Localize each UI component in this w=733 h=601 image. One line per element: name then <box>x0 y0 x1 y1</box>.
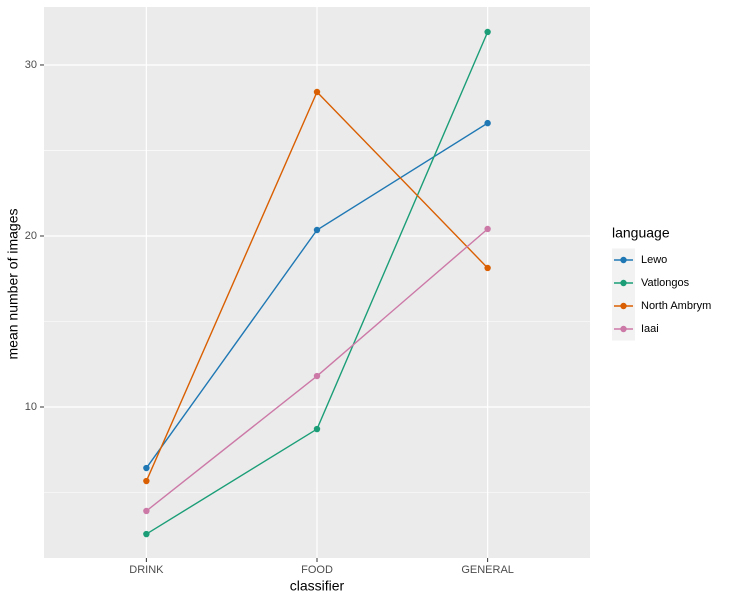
legend-label: Lewo <box>641 254 667 266</box>
x-axis-title: classifier <box>290 578 345 594</box>
point <box>143 477 150 485</box>
point <box>484 119 491 127</box>
legend-point <box>620 256 627 264</box>
y-axis-title: mean number of images <box>5 209 21 360</box>
legend-point <box>620 279 627 287</box>
legend-label: North Ambrym <box>641 300 711 312</box>
y-tick-label: 30 <box>25 59 37 71</box>
point <box>143 464 150 472</box>
point <box>484 28 491 36</box>
y-tick-label: 20 <box>25 230 37 242</box>
x-tick-label: DRINK <box>129 564 164 576</box>
point <box>313 425 321 433</box>
y-tick-label: 10 <box>25 401 37 413</box>
point <box>313 372 321 380</box>
x-tick-label: FOOD <box>301 564 333 576</box>
point <box>143 507 150 515</box>
point <box>313 88 321 96</box>
legend-label: Iaai <box>641 323 659 335</box>
point <box>313 226 321 234</box>
point <box>484 264 491 272</box>
point <box>484 225 491 233</box>
legend-point <box>620 302 627 310</box>
x-tick-label: GENERAL <box>461 564 514 576</box>
legend-label: Vatlongos <box>641 277 690 289</box>
legend-point <box>620 325 627 333</box>
point <box>143 530 150 538</box>
legend-title: language <box>612 225 670 241</box>
